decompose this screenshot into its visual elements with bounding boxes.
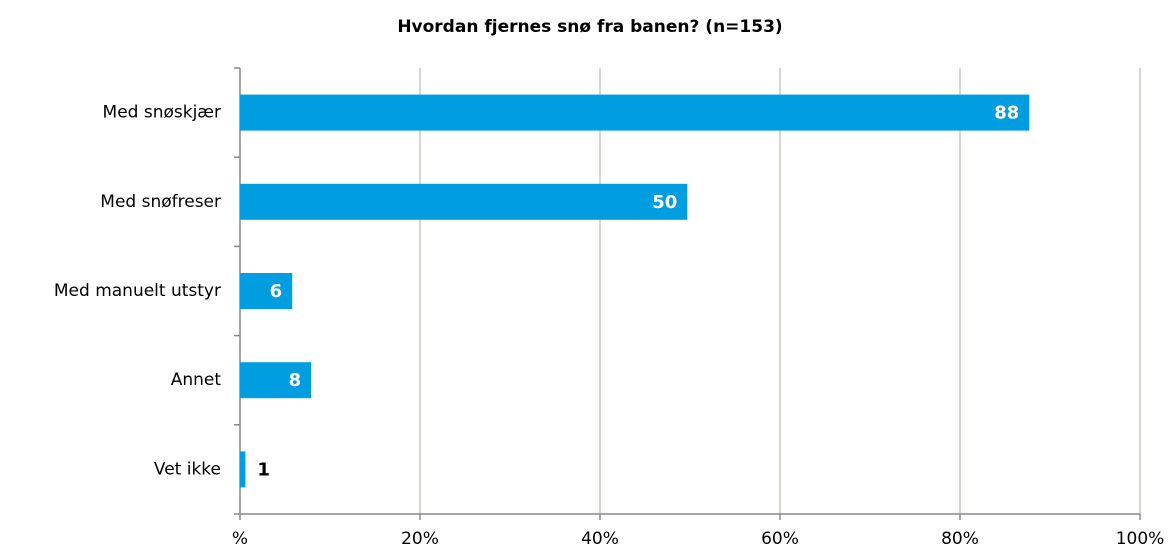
bar xyxy=(240,94,1030,131)
bar xyxy=(240,273,293,309)
x-tick-label: 100% xyxy=(1116,529,1165,549)
value-label: 1 xyxy=(257,459,270,480)
y-tick-label: Med snøfreser xyxy=(100,192,221,212)
bar xyxy=(240,451,246,488)
x-tick-label: 60% xyxy=(761,529,799,549)
x-tick-label: 40% xyxy=(581,529,619,549)
y-tick-label: Vet ikke xyxy=(154,459,221,479)
value-label: 8 xyxy=(289,370,302,391)
y-tick-label: Med manuelt utstyr xyxy=(54,281,221,301)
bar xyxy=(240,183,688,220)
bar xyxy=(240,362,312,399)
x-tick-label: 20% xyxy=(401,529,439,549)
y-tick-label: Annet xyxy=(171,370,222,390)
x-tick-label: 80% xyxy=(941,529,979,549)
y-tick-label: Med snøskjær xyxy=(103,103,221,123)
x-tick-label: % xyxy=(232,529,248,549)
value-label: 88 xyxy=(994,103,1019,124)
value-label: 50 xyxy=(652,192,677,213)
chart-title: Hvordan fjernes snø fra banen? (n=153) xyxy=(397,17,782,37)
value-label: 6 xyxy=(270,281,283,302)
